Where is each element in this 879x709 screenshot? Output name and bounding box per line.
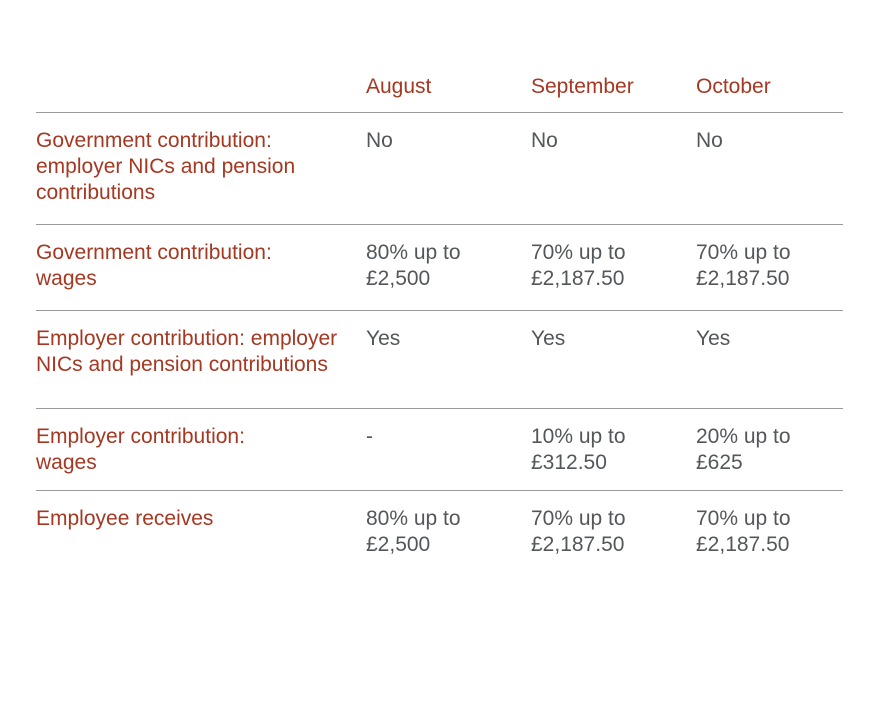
table-cell: 20% up to £625 xyxy=(696,408,843,491)
table-row-government-nics: Government contribution: employer NICs a… xyxy=(36,112,843,225)
furlough-contributions-table: August September October Government cont… xyxy=(36,74,843,576)
table-row-employer-wages: Employer contribution: wages - 10% up to… xyxy=(36,408,843,491)
table-cell: No xyxy=(531,112,696,225)
row-label: Employee receives xyxy=(36,490,366,576)
table-row-employer-nics: Employer contribution: employer NICs and… xyxy=(36,310,843,409)
row-label: Employer contribution: wages xyxy=(36,408,366,491)
table-cell: Yes xyxy=(366,310,531,409)
table-cell: No xyxy=(696,112,843,225)
column-header-october: October xyxy=(696,75,771,98)
table-cell: 80% up to £2,500 xyxy=(366,490,531,576)
row-label: Government contribution: employer NICs a… xyxy=(36,112,366,225)
column-header-september: September xyxy=(531,75,634,98)
column-header-august: August xyxy=(366,75,432,98)
table-cell: 70% up to £2,187.50 xyxy=(531,490,696,576)
table-cell: 80% up to £2,500 xyxy=(366,224,531,311)
row-label: Government contribution: wages xyxy=(36,224,366,311)
table-row-government-wages: Government contribution: wages 80% up to… xyxy=(36,224,843,311)
header-row: August September October xyxy=(36,74,843,113)
table-cell: 70% up to £2,187.50 xyxy=(531,224,696,311)
table-cell: No xyxy=(366,112,531,225)
table-cell: Yes xyxy=(696,310,843,409)
table-cell: 70% up to £2,187.50 xyxy=(696,490,843,576)
table-cell: - xyxy=(366,408,531,491)
table-row-employee-receives: Employee receives 80% up to £2,500 70% u… xyxy=(36,490,843,576)
row-label: Employer contribution: employer NICs and… xyxy=(36,310,366,409)
table-cell: 10% up to £312.50 xyxy=(531,408,696,491)
table-cell: 70% up to £2,187.50 xyxy=(696,224,843,311)
row-label-header-blank xyxy=(36,74,366,113)
table-cell: Yes xyxy=(531,310,696,409)
